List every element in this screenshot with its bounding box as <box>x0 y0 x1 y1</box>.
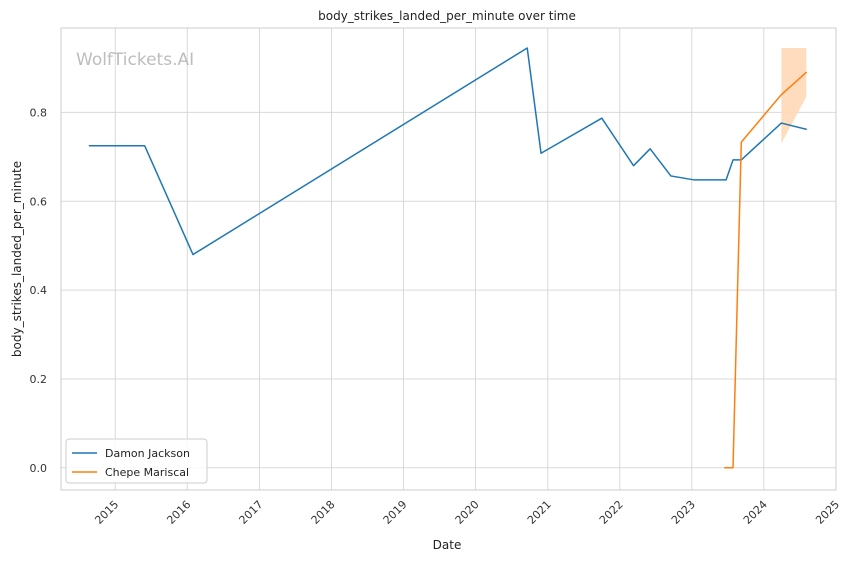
x-tick-label: 2020 <box>453 498 482 527</box>
x-tick-label: 2022 <box>597 498 626 527</box>
x-axis-label: Date <box>433 538 462 552</box>
series-line <box>723 71 807 469</box>
legend-entry: Damon Jackson <box>105 447 190 460</box>
y-tick-label: 0.0 <box>30 462 48 475</box>
x-tick-label: 2015 <box>92 498 121 527</box>
x-tick-label: 2025 <box>813 498 842 527</box>
confidence-bands <box>781 47 807 144</box>
y-axis-label: body_strikes_landed_per_minute <box>10 161 24 357</box>
x-tick-label: 2021 <box>525 498 554 527</box>
confidence-band <box>781 47 807 144</box>
chart-title: body_strikes_landed_per_minute over time <box>318 9 576 23</box>
x-tick-label: 2016 <box>164 498 193 527</box>
y-tick-label: 0.8 <box>30 106 48 119</box>
y-tick-label: 0.6 <box>30 195 48 208</box>
legend: Damon Jackson Chepe Mariscal <box>65 438 208 484</box>
series-lines <box>88 47 807 469</box>
y-tick-label: 0.4 <box>30 284 48 297</box>
legend-entry: Chepe Mariscal <box>105 466 189 479</box>
series-line <box>88 47 807 256</box>
plot-frame <box>60 27 837 491</box>
x-tick-label: 2017 <box>237 498 266 527</box>
x-tick-label: 2024 <box>741 498 770 527</box>
y-tick-label: 0.2 <box>30 373 48 386</box>
x-tick-label: 2018 <box>309 498 338 527</box>
watermark: WolfTickets.AI <box>76 50 194 70</box>
legend-box <box>65 438 208 484</box>
x-tick-label: 2023 <box>669 498 698 527</box>
x-tick-label: 2019 <box>381 498 410 527</box>
